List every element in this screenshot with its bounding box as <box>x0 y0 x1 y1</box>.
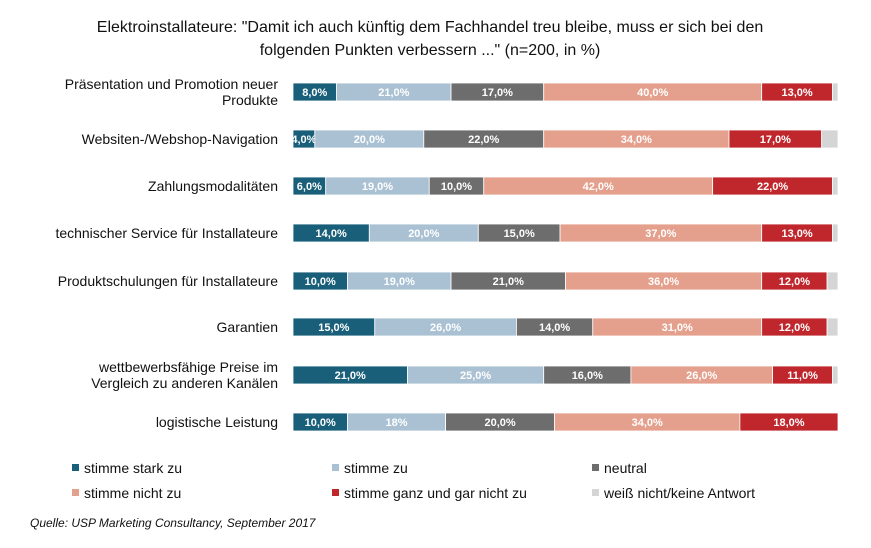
data-label: 26,0% <box>686 370 717 382</box>
data-label: 21,0% <box>335 370 366 382</box>
data-label: 42,0% <box>583 181 614 193</box>
chart-title-line-2: folgenden Punkten verbessern ..." (n=200… <box>260 42 601 59</box>
data-label: 10,0% <box>441 181 472 193</box>
data-label: 15,0% <box>318 322 349 334</box>
data-label: 10,0% <box>305 417 336 429</box>
data-label: 34,0% <box>621 134 652 146</box>
category-label: Websiten-/Webshop-Navigation <box>82 131 278 147</box>
data-label: 25,0% <box>460 370 491 382</box>
data-label: 37,0% <box>645 228 676 240</box>
data-label: 40,0% <box>637 87 668 99</box>
category-label: Zahlungsmodalitäten <box>148 178 278 194</box>
data-label: 22,0% <box>757 181 788 193</box>
chart-title: Elektroinstallateure: "Damit ich auch kü… <box>97 19 763 59</box>
data-label: 19,0% <box>362 181 393 193</box>
category-label: Produktschulungen für Installateure <box>58 273 278 289</box>
bar-segment <box>832 365 839 385</box>
data-label: 11,0% <box>787 370 818 382</box>
data-label: 17,0% <box>482 87 513 99</box>
data-label: 21,0% <box>493 276 524 288</box>
bar-segment <box>739 412 839 432</box>
bar-segment <box>826 271 839 291</box>
data-label: 22,0% <box>468 134 499 146</box>
data-label: 4,0% <box>291 134 316 146</box>
legend-label: neutral <box>604 460 647 476</box>
bar-segment <box>832 82 839 102</box>
bar-segment <box>832 176 839 196</box>
category-label: Produkte <box>222 92 278 108</box>
data-label: 6,0% <box>297 181 322 193</box>
legend-label: stimme nicht zu <box>84 485 181 501</box>
data-label: 36,0% <box>648 276 679 288</box>
source-note: Quelle: USP Marketing Consultancy, Septe… <box>30 516 317 530</box>
legend-swatch <box>72 464 79 471</box>
data-label: 18,0% <box>773 417 804 429</box>
data-label: 12,0% <box>779 322 810 334</box>
data-label: 14,0% <box>316 228 347 240</box>
legend-label: stimme ganz und gar nicht zu <box>344 485 527 501</box>
data-label: 15,0% <box>504 228 535 240</box>
data-label: 12,0% <box>779 276 810 288</box>
legend-label: weiß nicht/keine Antwort <box>603 485 755 501</box>
bar-segment <box>821 129 839 149</box>
data-label: 20,0% <box>354 134 385 146</box>
bar-segment <box>826 317 839 337</box>
data-label: 18% <box>386 417 408 429</box>
data-label: 16,0% <box>572 370 603 382</box>
bars: 8,0% 21,0% 17,0% 40,0% 13,0% 4,0% 20,0% 22,0% 34… <box>291 82 839 432</box>
legend-swatch <box>592 489 599 496</box>
data-label: 8,0% <box>302 87 327 99</box>
legend-swatch <box>72 489 79 496</box>
data-label: 13,0% <box>782 228 813 240</box>
legend-label: stimme stark zu <box>84 460 182 476</box>
data-label: 10,0% <box>305 276 336 288</box>
data-label: 34,0% <box>632 417 663 429</box>
category-label: technischer Service für Installateure <box>55 225 278 241</box>
category-label: logistische Leistung <box>156 414 278 430</box>
legend: stimme stark zu stimme zu neutral stimme ni… <box>72 460 755 501</box>
data-label: 20,0% <box>484 417 515 429</box>
data-label: 19,0% <box>384 276 415 288</box>
data-label: 20,0% <box>408 228 439 240</box>
bar-segment <box>832 223 839 243</box>
data-label: 17,0% <box>760 134 791 146</box>
chart-title-line-1: Elektroinstallateure: "Damit ich auch kü… <box>97 19 763 36</box>
data-label: 26,0% <box>430 322 461 334</box>
category-label: Präsentation und Promotion neuer <box>65 76 279 92</box>
legend-swatch <box>332 464 339 471</box>
legend-swatch <box>332 489 339 496</box>
data-label: 31,0% <box>662 322 693 334</box>
legend-label: stimme zu <box>344 460 408 476</box>
category-label: Vergleich zu anderen Kanälen <box>91 375 278 391</box>
data-label: 21,0% <box>378 87 409 99</box>
data-label: 14,0% <box>539 322 570 334</box>
category-label: Garantien <box>217 319 278 335</box>
category-labels: Präsentation und Promotion neuerProdukte… <box>55 76 278 430</box>
category-label: wettbewerbsfähige Preise im <box>98 359 278 375</box>
data-label: 13,0% <box>782 87 813 99</box>
legend-swatch <box>592 464 599 471</box>
